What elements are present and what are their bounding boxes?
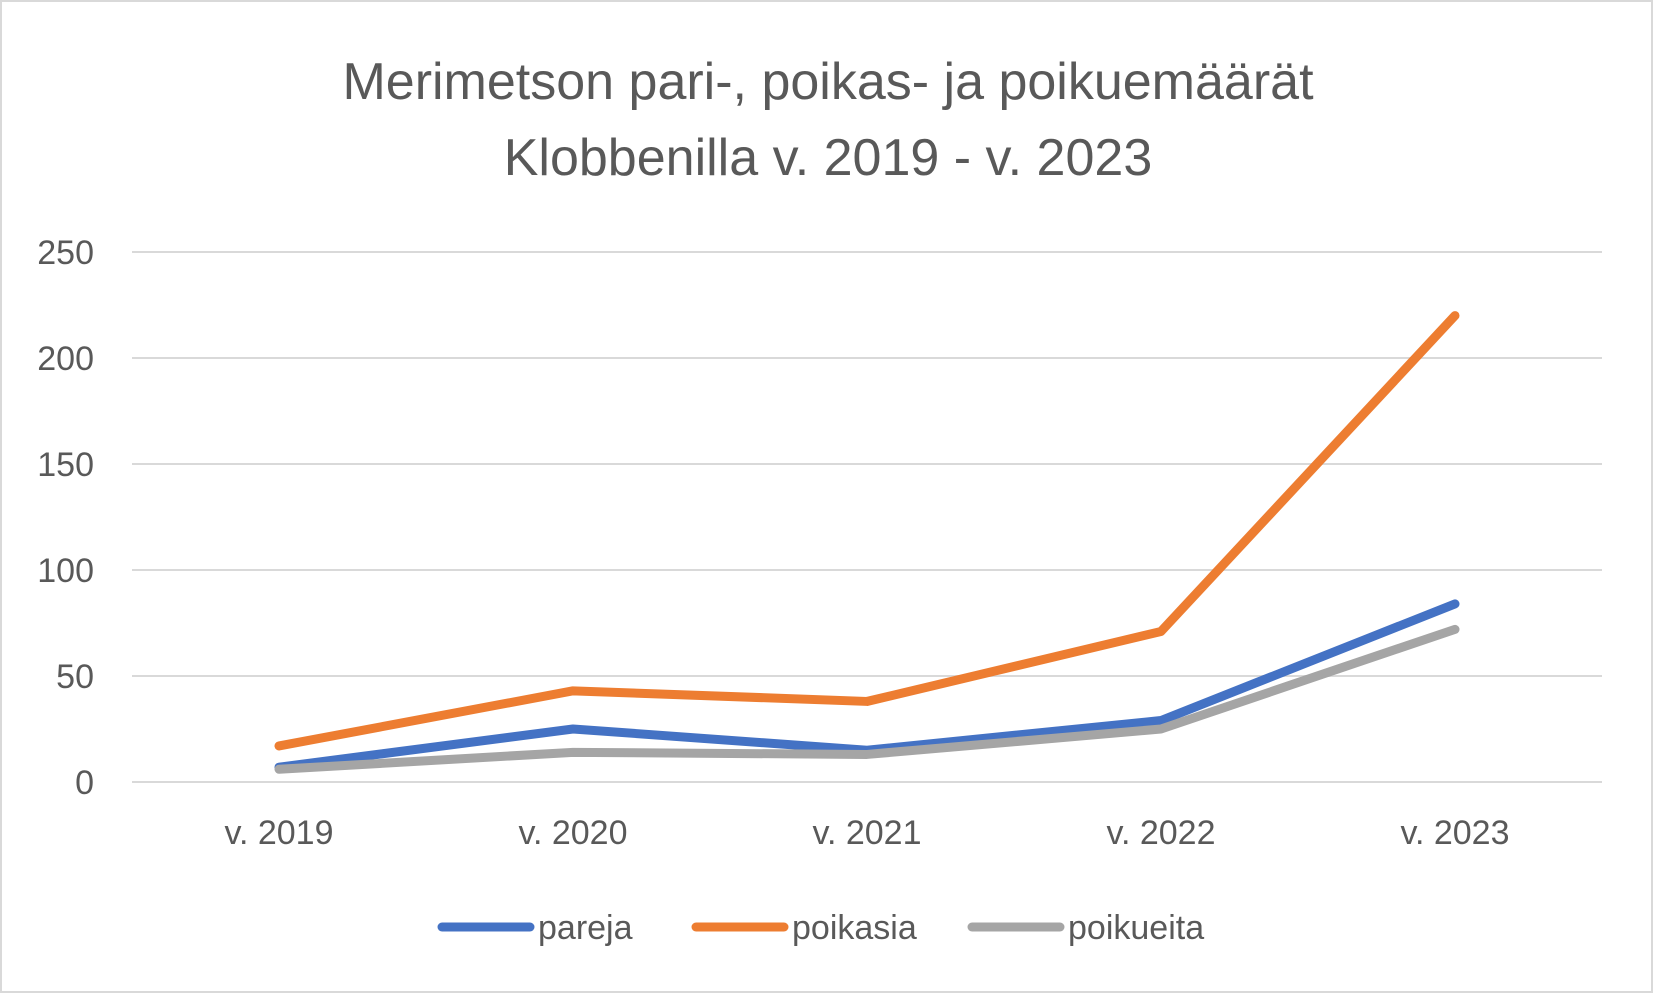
y-tick-label: 0: [75, 764, 94, 802]
legend-label-poikueita: poikueita: [1068, 909, 1204, 947]
y-axis-ticks: 0 50 100 150 200 250: [37, 234, 94, 802]
series-line-poikasia: [279, 316, 1455, 746]
y-tick-label: 150: [37, 446, 94, 484]
legend-label-poikasia: poikasia: [792, 909, 917, 947]
legend: pareja poikasia poikueita: [442, 909, 1204, 947]
x-tick-label: v. 2019: [224, 814, 333, 852]
x-tick-label: v. 2023: [1400, 814, 1509, 852]
y-tick-label: 200: [37, 340, 94, 378]
y-tick-label: 100: [37, 552, 94, 590]
series-lines: [279, 316, 1455, 770]
x-tick-label: v. 2022: [1106, 814, 1215, 852]
y-tick-label: 250: [37, 234, 94, 272]
chart-title-line-1: Merimetson pari-, poikas- ja poikuemäärä…: [342, 53, 1314, 111]
x-tick-label: v. 2021: [812, 814, 921, 852]
legend-label-pareja: pareja: [538, 909, 633, 947]
x-axis-ticks: v. 2019 v. 2020 v. 2021 v. 2022 v. 2023: [224, 814, 1509, 852]
y-tick-label: 50: [56, 658, 94, 696]
x-tick-label: v. 2020: [518, 814, 627, 852]
chart-title-line-2: Klobbenilla v. 2019 - v. 2023: [504, 129, 1153, 187]
